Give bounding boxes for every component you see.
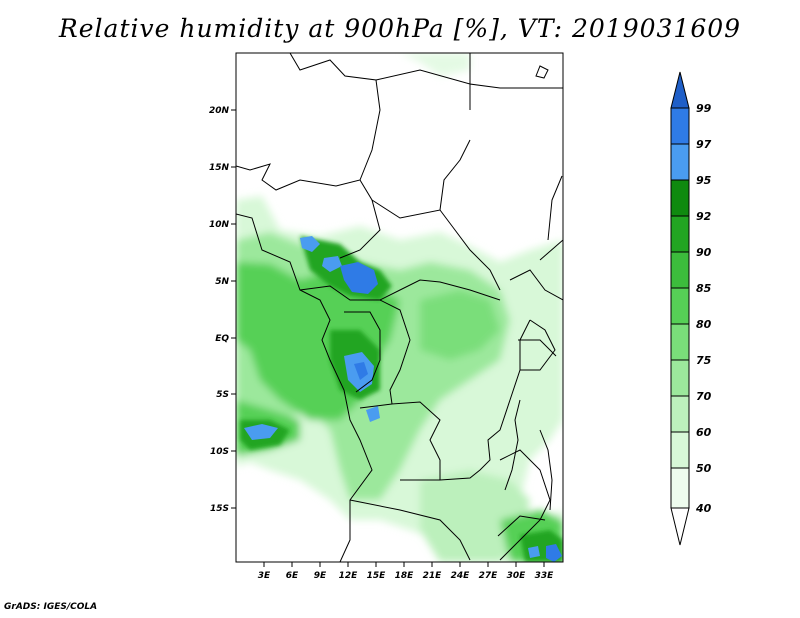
lat-tick-eq: EQ xyxy=(215,334,236,344)
humidity-region-top xyxy=(400,53,470,76)
colorbar-segment-90-92 xyxy=(670,215,690,253)
colorbar-segment-92-95 xyxy=(670,179,690,217)
lon-tick-21e: 21E xyxy=(423,562,443,581)
colorbar-label-75: 75 xyxy=(696,354,712,367)
grads-credit: GrADS: IGES/COLA xyxy=(4,602,98,612)
longitude-axis: 3E 6E 9E 12E 15E 18E 21E 24E 27E 30E 33E xyxy=(258,562,554,581)
lat-tick-15s: 15S xyxy=(210,504,236,514)
colorbar-label-99: 99 xyxy=(696,102,712,115)
lon-tick-6e: 6E xyxy=(286,562,299,581)
country-borders xyxy=(236,53,563,562)
colorbar-segment-75-80 xyxy=(670,323,690,361)
svg-text:EQ: EQ xyxy=(215,334,229,344)
colorbar-label-90: 90 xyxy=(696,246,712,259)
colorbar-top-arrow xyxy=(670,71,690,109)
svg-text:15S: 15S xyxy=(210,504,229,514)
lon-tick-24e: 24E xyxy=(451,562,471,581)
svg-text:10N: 10N xyxy=(209,220,230,230)
colorbar-label-60: 60 xyxy=(696,426,712,439)
svg-text:24E: 24E xyxy=(451,571,471,581)
lon-tick-18e: 18E xyxy=(395,562,415,581)
lon-tick-9e: 9E xyxy=(314,562,327,581)
colorbar-segment-70-75 xyxy=(670,359,690,397)
humidity-region-mid-south xyxy=(420,470,530,562)
svg-text:18E: 18E xyxy=(395,571,415,581)
svg-text:27E: 27E xyxy=(479,571,499,581)
colorbar-label-97: 97 xyxy=(696,138,712,151)
svg-text:33E: 33E xyxy=(535,571,555,581)
lat-tick-15n: 15N xyxy=(209,163,236,173)
humidity-region-east xyxy=(420,290,500,360)
svg-text:3E: 3E xyxy=(258,571,271,581)
lon-tick-3e: 3E xyxy=(258,562,271,581)
colorbar: 99 97 95 92 90 85 80 75 70 60 50 40 xyxy=(670,71,712,546)
colorbar-segment-85-90 xyxy=(670,251,690,289)
colorbar-bottom-arrow xyxy=(670,507,690,546)
svg-text:20N: 20N xyxy=(209,106,230,116)
svg-text:30E: 30E xyxy=(507,571,527,581)
colorbar-label-50: 50 xyxy=(696,462,712,475)
svg-text:15E: 15E xyxy=(367,571,387,581)
svg-text:12E: 12E xyxy=(339,571,359,581)
colorbar-label-92: 92 xyxy=(696,210,712,223)
svg-text:9E: 9E xyxy=(314,571,327,581)
lat-tick-20n: 20N xyxy=(209,106,236,116)
colorbar-segment-60-70 xyxy=(670,395,690,433)
colorbar-label-95: 95 xyxy=(696,174,712,187)
lat-tick-5s: 5S xyxy=(216,390,236,400)
lat-tick-10n: 10N xyxy=(209,220,236,230)
svg-text:21E: 21E xyxy=(423,571,443,581)
latitude-axis: 20N 15N 10N 5N EQ 5S 10S 15S xyxy=(209,106,236,514)
lat-tick-10s: 10S xyxy=(210,447,236,457)
map-frame xyxy=(235,52,564,563)
svg-text:6E: 6E xyxy=(286,571,299,581)
lat-tick-5n: 5N xyxy=(215,277,236,287)
lon-tick-33e: 33E xyxy=(535,562,555,581)
lon-tick-15e: 15E xyxy=(367,562,387,581)
lon-tick-27e: 27E xyxy=(479,562,499,581)
colorbar-label-85: 85 xyxy=(696,282,712,295)
colorbar-segment-95-97 xyxy=(670,143,690,181)
svg-text:10S: 10S xyxy=(210,447,229,457)
colorbar-segment-80-85 xyxy=(670,287,690,325)
colorbar-label-80: 80 xyxy=(696,318,712,331)
lon-tick-12e: 12E xyxy=(339,562,359,581)
svg-text:5N: 5N xyxy=(215,277,229,287)
svg-text:15N: 15N xyxy=(209,163,230,173)
colorbar-segment-50-60 xyxy=(670,431,690,469)
colorbar-label-70: 70 xyxy=(696,390,712,403)
colorbar-label-40: 40 xyxy=(695,502,712,515)
saturation-pockets xyxy=(244,236,562,562)
svg-text:5S: 5S xyxy=(216,390,229,400)
colorbar-segment-40-50 xyxy=(670,467,690,509)
chart-title: Relative humidity at 900hPa [%], VT: 201… xyxy=(58,14,742,43)
colorbar-segment-97-99 xyxy=(670,107,690,145)
lon-tick-30e: 30E xyxy=(507,562,527,581)
